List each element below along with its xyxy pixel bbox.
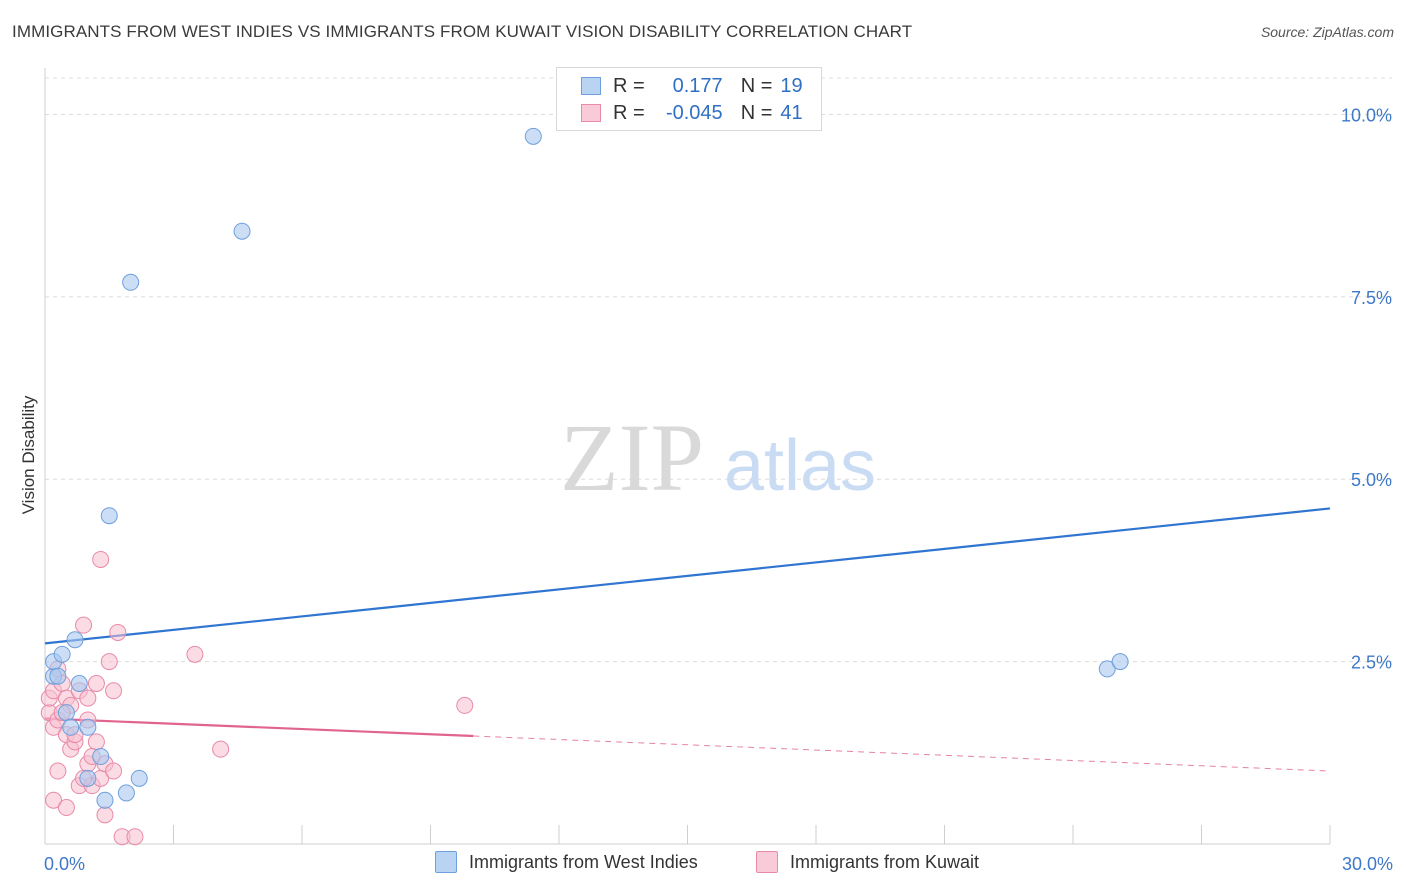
- point-kuwait: [75, 616, 93, 634]
- watermark-zip: ZIP: [560, 404, 704, 511]
- legend-swatch-blue: [581, 77, 601, 95]
- legend-swatch-blue: [435, 851, 457, 873]
- point-kuwait: [87, 733, 105, 751]
- point-kuwait: [92, 550, 110, 568]
- legend-r-label: R =: [613, 101, 645, 124]
- legend-label-kuwait: Immigrants from Kuwait: [790, 851, 980, 872]
- point-west-indies: [130, 769, 148, 787]
- point-west-indies: [100, 507, 118, 525]
- y-axis-label: Vision Disability: [19, 395, 38, 514]
- point-west-indies: [122, 273, 140, 291]
- point-kuwait: [105, 762, 123, 780]
- legend-row-kuwait: R = -0.045 N = 41: [581, 100, 803, 126]
- legend-r-value: 0.177: [672, 74, 723, 97]
- legend-r-label: R =: [613, 74, 645, 97]
- point-kuwait: [87, 675, 105, 693]
- y-tick-label: 5.0%: [1351, 470, 1392, 490]
- point-kuwait: [57, 799, 75, 817]
- legend-swatch-pink: [581, 104, 601, 122]
- correlation-legend: R = 0.177 N = 19 R = -0.045 N = 41: [556, 67, 822, 131]
- point-west-indies: [96, 791, 114, 809]
- x-tick-label: 0.0%: [44, 854, 85, 874]
- point-kuwait: [109, 623, 127, 641]
- legend-n-label: N =: [740, 101, 773, 124]
- point-west-indies: [92, 747, 110, 765]
- data-points: [40, 127, 1129, 846]
- source-label: Source: ZipAtlas.com: [1260, 24, 1394, 40]
- point-kuwait: [456, 696, 474, 714]
- legend-swatch-pink: [756, 851, 778, 873]
- point-kuwait: [96, 806, 114, 824]
- point-kuwait: [79, 689, 97, 707]
- y-tick-label: 10.0%: [1341, 105, 1392, 125]
- legend-row-west-indies: R = 0.177 N = 19: [581, 73, 803, 99]
- legend-n-value: 19: [780, 74, 803, 97]
- watermark-atlas: atlas: [724, 426, 876, 506]
- point-kuwait: [212, 740, 230, 758]
- point-kuwait: [100, 653, 118, 671]
- point-west-indies: [233, 222, 251, 240]
- trend-line-kuwait-extension: [473, 735, 1331, 772]
- x-tick-label: 30.0%: [1342, 854, 1393, 874]
- point-west-indies: [66, 631, 84, 649]
- point-west-indies: [53, 645, 71, 663]
- point-west-indies: [79, 769, 97, 787]
- point-west-indies: [117, 784, 135, 802]
- trend-line-west-indies: [44, 507, 1331, 645]
- point-west-indies: [524, 127, 542, 145]
- trend-line-kuwait: [44, 717, 474, 738]
- point-kuwait: [126, 828, 144, 846]
- point-west-indies: [1098, 660, 1116, 678]
- chart-title: IMMIGRANTS FROM WEST INDIES VS IMMIGRANT…: [12, 22, 913, 41]
- point-kuwait: [49, 762, 67, 780]
- point-west-indies: [70, 675, 88, 693]
- point-west-indies: [62, 718, 80, 736]
- tick-labels: 2.5% 5.0% 7.5% 10.0% 0.0% 30.0%: [44, 105, 1393, 874]
- point-west-indies: [1111, 653, 1129, 671]
- point-west-indies: [57, 704, 75, 722]
- point-kuwait: [186, 645, 204, 663]
- y-tick-label: 2.5%: [1351, 653, 1392, 673]
- bottom-legend-kuwait: Immigrants from Kuwait: [756, 851, 979, 873]
- point-west-indies: [79, 718, 97, 736]
- y-tick-label: 7.5%: [1351, 288, 1392, 308]
- legend-label-west-indies: Immigrants from West Indies: [469, 851, 698, 872]
- trend-lines: [44, 507, 1331, 772]
- point-west-indies: [49, 667, 67, 685]
- grid-lines: [45, 77, 1392, 663]
- legend-n-value: 41: [780, 101, 803, 124]
- point-kuwait: [105, 682, 123, 700]
- legend-n-label: N =: [740, 74, 773, 97]
- legend-r-value: -0.045: [665, 101, 723, 124]
- point-kuwait: [45, 791, 63, 809]
- bottom-legend-west-indies: Immigrants from West Indies: [435, 851, 698, 873]
